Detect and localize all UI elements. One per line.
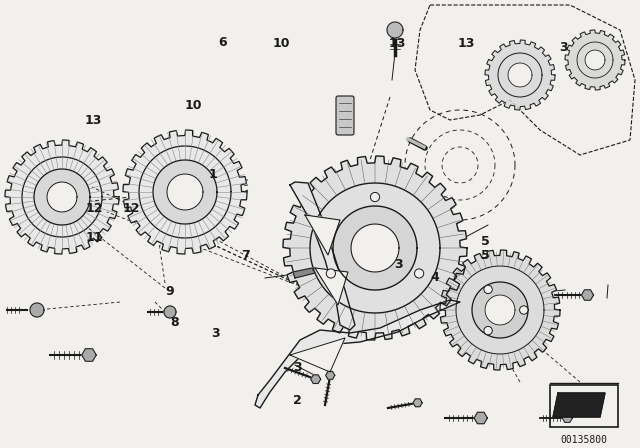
Polygon shape xyxy=(440,250,560,370)
Polygon shape xyxy=(315,268,348,305)
Polygon shape xyxy=(283,156,467,340)
Text: 13: 13 xyxy=(84,114,102,128)
Text: 00135800: 00135800 xyxy=(561,435,607,445)
Text: 8: 8 xyxy=(170,316,179,329)
Polygon shape xyxy=(565,30,625,90)
Text: 11: 11 xyxy=(86,231,104,244)
Polygon shape xyxy=(387,22,403,38)
FancyBboxPatch shape xyxy=(336,96,354,135)
Polygon shape xyxy=(5,140,119,254)
Text: 2: 2 xyxy=(293,394,302,408)
Polygon shape xyxy=(333,206,417,290)
Polygon shape xyxy=(351,224,399,272)
Circle shape xyxy=(484,327,492,335)
Polygon shape xyxy=(164,306,176,318)
Text: 12: 12 xyxy=(122,202,140,215)
Polygon shape xyxy=(305,215,340,255)
Polygon shape xyxy=(47,182,77,212)
Polygon shape xyxy=(326,371,335,379)
Polygon shape xyxy=(472,282,528,338)
Text: 6: 6 xyxy=(218,36,227,49)
Circle shape xyxy=(415,269,424,278)
Polygon shape xyxy=(293,268,315,278)
Polygon shape xyxy=(508,63,532,87)
Polygon shape xyxy=(290,338,345,372)
Polygon shape xyxy=(582,290,593,300)
Polygon shape xyxy=(30,303,44,317)
Circle shape xyxy=(371,193,380,202)
Polygon shape xyxy=(474,412,487,424)
Circle shape xyxy=(484,285,492,293)
Text: 9: 9 xyxy=(165,284,174,298)
Polygon shape xyxy=(585,50,605,70)
Text: 7: 7 xyxy=(241,249,250,262)
Text: 13: 13 xyxy=(388,37,406,51)
Text: 3: 3 xyxy=(559,40,568,54)
Text: 1: 1 xyxy=(208,168,217,181)
Text: 12: 12 xyxy=(86,202,104,215)
Polygon shape xyxy=(563,414,572,422)
Polygon shape xyxy=(153,160,217,224)
Polygon shape xyxy=(553,393,605,417)
Text: 10: 10 xyxy=(184,99,202,112)
Text: 3: 3 xyxy=(211,327,220,340)
Text: 13: 13 xyxy=(457,37,475,51)
Polygon shape xyxy=(485,40,555,110)
Polygon shape xyxy=(255,300,460,408)
Polygon shape xyxy=(311,375,321,383)
Circle shape xyxy=(520,306,528,314)
Text: 5: 5 xyxy=(481,235,490,249)
Polygon shape xyxy=(167,174,203,210)
Text: 3: 3 xyxy=(293,361,302,374)
Circle shape xyxy=(326,269,335,278)
Polygon shape xyxy=(123,130,247,254)
Polygon shape xyxy=(413,399,422,407)
Polygon shape xyxy=(82,349,96,361)
Bar xyxy=(550,385,618,427)
Text: 3: 3 xyxy=(394,258,403,271)
Text: 4: 4 xyxy=(431,271,440,284)
Polygon shape xyxy=(34,169,90,225)
Polygon shape xyxy=(290,182,355,330)
Polygon shape xyxy=(485,295,515,325)
Text: 10: 10 xyxy=(273,37,291,51)
Text: 5: 5 xyxy=(481,249,490,262)
